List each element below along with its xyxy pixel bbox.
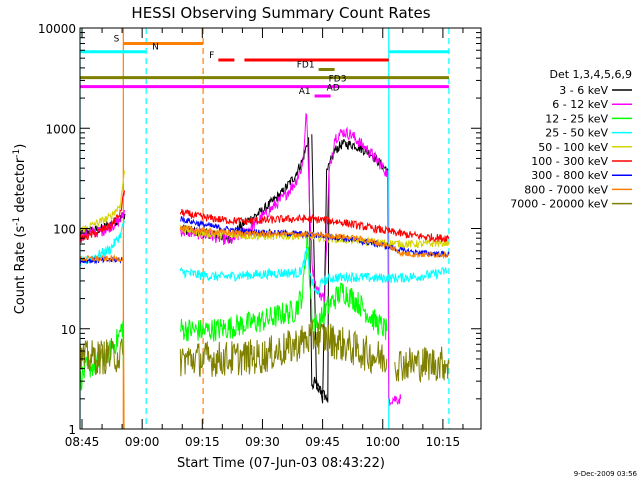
y-axis-label: Count Rate (s-1 detector-1) [12,144,28,315]
x-tick-label: 09:00 [125,435,160,449]
series-line [179,248,448,295]
x-tick-label: 10:00 [365,435,400,449]
series-line [179,224,450,259]
legend-label: 7000 - 20000 keV [510,198,608,211]
series-line [80,254,125,429]
series-line [80,170,125,235]
timestamp: 9-Dec-2009 03:56 [574,470,638,478]
legend-label: 6 - 12 keV [552,98,608,111]
y-tick-label: 10 [61,323,76,337]
x-axis-label: Start Time (07-Jun-03 08:43:22) [177,456,385,471]
x-tick-label: 09:45 [305,435,340,449]
legend-label: 3 - 6 keV [559,84,608,97]
series-line [80,321,125,429]
flag-label: FD1 [297,61,315,71]
series-line [179,208,450,243]
y-tick-label: 1 [68,423,76,437]
series-line [179,319,388,378]
series-line [179,230,388,342]
x-tick-label: 08:45 [65,435,100,449]
flag-label: A1 [299,87,311,97]
x-tick-label: 09:30 [245,435,280,449]
series-line [311,134,330,403]
flag-label: FD3 [329,75,347,85]
legend-header: Det 1,3,4,5,6,9 [549,68,632,81]
series-group [80,112,450,429]
x-axis: 08:45 09:00 09:15 09:30 09:45 10:00 10:15 [65,28,464,449]
series-line [80,190,125,243]
y-tick-label: 10000 [38,22,76,36]
legend-label: 100 - 300 keV [531,155,608,168]
legend-label: 800 - 7000 keV [524,183,608,196]
legend-label: 300 - 800 keV [531,169,608,182]
legend-label: 25 - 50 keV [545,127,608,140]
series-line [394,346,450,384]
flag-label: AD [327,84,340,94]
flag-label: N [152,43,159,53]
x-tick-label: 09:15 [185,435,220,449]
x-tick-label: 10:15 [426,435,461,449]
series-line [179,112,402,407]
flag-label: S [114,35,120,45]
y-tick-label: 1000 [45,122,76,136]
y-axis: 1 10 100 1000 10000 [38,22,481,437]
y-tick-label: 100 [53,223,76,237]
chart-title: HESSI Observing Summary Count Rates [131,4,430,22]
series-line [80,338,124,377]
legend-label: 50 - 100 keV [538,141,608,154]
flag-label: F [209,51,214,61]
legend-label: 12 - 25 keV [545,112,608,125]
